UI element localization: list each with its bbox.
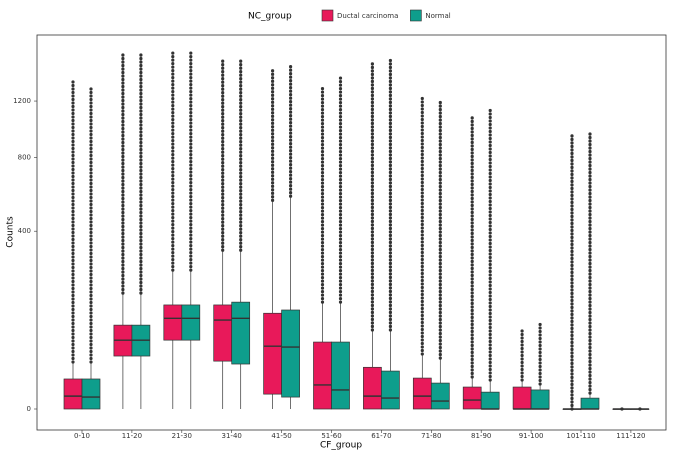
legend-swatch xyxy=(321,9,334,22)
y-tick-label: 400 xyxy=(18,227,31,235)
panel-border xyxy=(36,34,667,431)
x-tick-label: 101-110 xyxy=(566,432,595,440)
x-tick-label: 71-80 xyxy=(421,432,441,440)
box xyxy=(181,304,201,341)
x-tick-label: 91-100 xyxy=(519,432,544,440)
x-tick-label: 21-30 xyxy=(172,432,192,440)
box xyxy=(81,378,101,410)
box xyxy=(530,389,550,410)
x-tick-label: 51-60 xyxy=(321,432,341,440)
x-tick-label: 11-20 xyxy=(122,432,142,440)
box xyxy=(331,341,350,410)
x-tick-label: 81-90 xyxy=(471,432,491,440)
x-tick-label: 0-10 xyxy=(74,432,90,440)
x-tick-label: 31-40 xyxy=(222,432,242,440)
box xyxy=(412,377,432,410)
legend-label: Normal xyxy=(425,12,450,20)
box xyxy=(313,341,332,410)
legend-title: NC_group xyxy=(248,12,292,22)
y-tick-label: 1200 xyxy=(13,97,31,105)
x-axis-label: CF_group xyxy=(320,441,362,451)
box xyxy=(231,301,251,365)
box xyxy=(63,378,83,410)
box xyxy=(263,312,282,395)
x-tick-label: 111-120 xyxy=(616,432,645,440)
x-tick-label: 61-70 xyxy=(371,432,391,440)
box xyxy=(480,391,500,410)
y-tick-label: 0 xyxy=(27,405,31,413)
y-axis-label: Counts xyxy=(6,216,16,248)
box xyxy=(281,309,300,398)
box xyxy=(462,386,482,410)
legend-swatch xyxy=(410,9,422,22)
box xyxy=(381,370,400,410)
box xyxy=(213,304,233,362)
box xyxy=(363,366,382,410)
box xyxy=(580,397,600,410)
y-tick-label: 800 xyxy=(18,154,31,162)
box xyxy=(163,304,183,341)
box xyxy=(430,382,450,410)
box xyxy=(512,386,532,410)
x-tick-label: 41-50 xyxy=(271,432,291,440)
legend-label: Ductal carcinoma xyxy=(337,12,398,20)
